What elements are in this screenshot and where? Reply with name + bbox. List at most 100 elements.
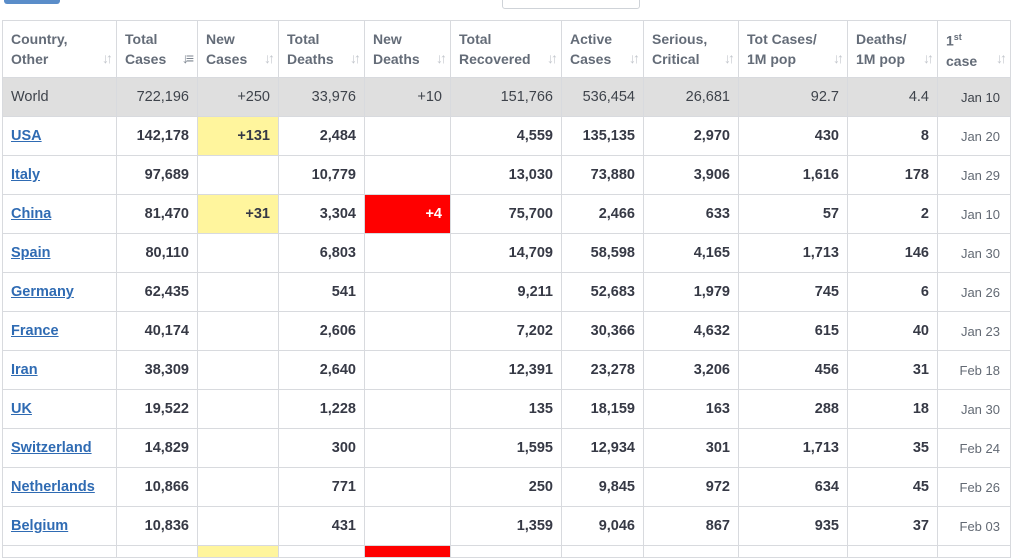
- cell-first-case: Jan 30: [937, 389, 1011, 429]
- header-new-deaths[interactable]: New Deaths ↓↑: [364, 20, 451, 78]
- cell-new-cases: [197, 311, 279, 351]
- cell-country: [2, 545, 117, 558]
- sort-arrows-icon[interactable]: ↓↑: [833, 50, 844, 66]
- cell-active-cases: 12,934: [561, 428, 644, 468]
- cell-serious-critical: 2,970: [643, 116, 739, 156]
- country-link[interactable]: Italy: [11, 167, 41, 183]
- header-deaths-per-1m[interactable]: Deaths/1M pop ↓↑: [847, 20, 938, 78]
- cell-total-recovered: 135: [450, 389, 562, 429]
- cell-new-deaths: [364, 506, 451, 546]
- cell-new-cases: [197, 272, 279, 312]
- cell-total-recovered: 1,595: [450, 428, 562, 468]
- cell-first-case: Feb 24: [937, 428, 1011, 468]
- header-label-line2: Cases: [206, 51, 248, 67]
- sort-arrows-icon[interactable]: ↓↑: [547, 50, 558, 66]
- cell-total-recovered: 13,030: [450, 155, 562, 195]
- cell-total-deaths: 1,228: [278, 389, 365, 429]
- header-total-cases[interactable]: Total Cases ↓≡: [116, 20, 198, 78]
- cell-serious-critical: 26,681: [643, 77, 739, 117]
- cell-deaths-per-1m: 18: [847, 389, 938, 429]
- cell-total-deaths: 2,640: [278, 350, 365, 390]
- cell-new-deaths: +10: [364, 77, 451, 117]
- sort-arrows-icon[interactable]: ↓↑: [264, 50, 275, 66]
- header-active-cases[interactable]: Active Cases ↓↑: [561, 20, 644, 78]
- table-row: USA 142,178 +131 2,484 4,559 135,135 2,970 430 8…: [2, 116, 1011, 156]
- cell-country: Netherlands: [2, 467, 117, 507]
- cell-new-deaths: [364, 545, 451, 558]
- table-row: Italy 97,689 10,779 13,030 73,880 3,906 1,616 1…: [2, 155, 1011, 195]
- country-link[interactable]: France: [11, 323, 59, 339]
- header-total-deaths[interactable]: Total Deaths ↓↑: [278, 20, 365, 78]
- cell-country: Belgium: [2, 506, 117, 546]
- sort-arrows-icon[interactable]: ↓↑: [629, 50, 640, 66]
- header-total-recovered[interactable]: Total Recovered ↓↑: [450, 20, 562, 78]
- header-row: Country, Other ↓↑ Total Cases ↓≡ New Cases ↓↑ Tot…: [2, 20, 1011, 78]
- cell-first-case: Jan 23: [937, 311, 1011, 351]
- header-label-line1: 1: [946, 32, 954, 49]
- cell-total-recovered: 151,766: [450, 77, 562, 117]
- cell-total-cases: 40,174: [116, 311, 198, 351]
- cell-deaths-per-1m: 146: [847, 233, 938, 273]
- cell-new-cases: [197, 545, 279, 558]
- cell-total-deaths: 541: [278, 272, 365, 312]
- cell-active-cases: 52,683: [561, 272, 644, 312]
- cell-serious-critical: 3,206: [643, 350, 739, 390]
- cell-active-cases: 23,278: [561, 350, 644, 390]
- country-link[interactable]: USA: [11, 128, 42, 144]
- header-label-line2: Recovered: [459, 51, 531, 67]
- header-country[interactable]: Country, Other ↓↑: [2, 20, 117, 78]
- cell-serious-critical: 4,165: [643, 233, 739, 273]
- header-cases-per-1m[interactable]: Tot Cases/1M pop ↓↑: [738, 20, 848, 78]
- country-link[interactable]: Netherlands: [11, 479, 95, 495]
- sort-arrows-icon[interactable]: ↓↑: [436, 50, 447, 66]
- cell-country: China: [2, 194, 117, 234]
- cell-total-recovered: 9,211: [450, 272, 562, 312]
- sort-arrows-icon[interactable]: ↓↑: [350, 50, 361, 66]
- sort-arrows-icon[interactable]: ↓↑: [923, 50, 934, 66]
- cell-first-case: Jan 10: [937, 194, 1011, 234]
- cell-total-deaths: 2,606: [278, 311, 365, 351]
- search-input[interactable]: [502, 0, 640, 9]
- table-body: World 722,196 +250 33,976 +10 151,766 536,454 2…: [2, 77, 1011, 558]
- cell-new-cases: [197, 467, 279, 507]
- cell-total-recovered: 250: [450, 467, 562, 507]
- header-first-case[interactable]: 1st case ↓↑: [937, 20, 1011, 78]
- sort-arrows-icon[interactable]: ↓↑: [996, 50, 1007, 66]
- country-link[interactable]: Switzerland: [11, 440, 92, 456]
- cell-deaths-per-1m: 35: [847, 428, 938, 468]
- cell-cases-per-1m: 1,616: [738, 155, 848, 195]
- table-row-partial: [2, 545, 1011, 558]
- cell-serious-critical: 633: [643, 194, 739, 234]
- country-link[interactable]: Germany: [11, 284, 74, 300]
- cell-total-cases: 19,522: [116, 389, 198, 429]
- table-row: Germany 62,435 541 9,211 52,683 1,979 745 6 Jan …: [2, 272, 1011, 312]
- header-serious-critical[interactable]: Serious, Critical ↓↑: [643, 20, 739, 78]
- country-link[interactable]: UK: [11, 401, 32, 417]
- cell-total-deaths: 3,304: [278, 194, 365, 234]
- country-link[interactable]: Iran: [11, 362, 38, 378]
- country-link[interactable]: Belgium: [11, 518, 69, 534]
- cell-deaths-per-1m: 40: [847, 311, 938, 351]
- country-link[interactable]: Spain: [11, 245, 51, 261]
- sort-arrows-icon[interactable]: ↓↑: [724, 50, 735, 66]
- header-new-cases[interactable]: New Cases ↓↑: [197, 20, 279, 78]
- cell-cases-per-1m: 1,713: [738, 428, 848, 468]
- sort-arrows-icon[interactable]: ↓↑: [102, 50, 113, 66]
- table-row: Belgium 10,836 431 1,359 9,046 867 935 37 Feb 03: [2, 506, 1011, 546]
- cell-country: Italy: [2, 155, 117, 195]
- cell-total-recovered: 4,559: [450, 116, 562, 156]
- cell-active-cases: 536,454: [561, 77, 644, 117]
- active-tab-indicator[interactable]: [4, 0, 60, 4]
- header-label-line1: Total: [459, 31, 492, 47]
- cell-total-deaths: [278, 545, 365, 558]
- cell-new-cases: [197, 389, 279, 429]
- world-total-row: World 722,196 +250 33,976 +10 151,766 536,454 2…: [2, 77, 1011, 117]
- header-label-line1: Active: [570, 31, 613, 47]
- sort-arrows-icon[interactable]: ↓≡: [181, 50, 194, 66]
- country-link[interactable]: China: [11, 206, 52, 222]
- cell-deaths-per-1m: 2: [847, 194, 938, 234]
- cell-first-case: Feb 03: [937, 506, 1011, 546]
- cell-total-cases: 722,196: [116, 77, 198, 117]
- cell-cases-per-1m: 634: [738, 467, 848, 507]
- table-row: Switzerland 14,829 300 1,595 12,934 301 1,713 3…: [2, 428, 1011, 468]
